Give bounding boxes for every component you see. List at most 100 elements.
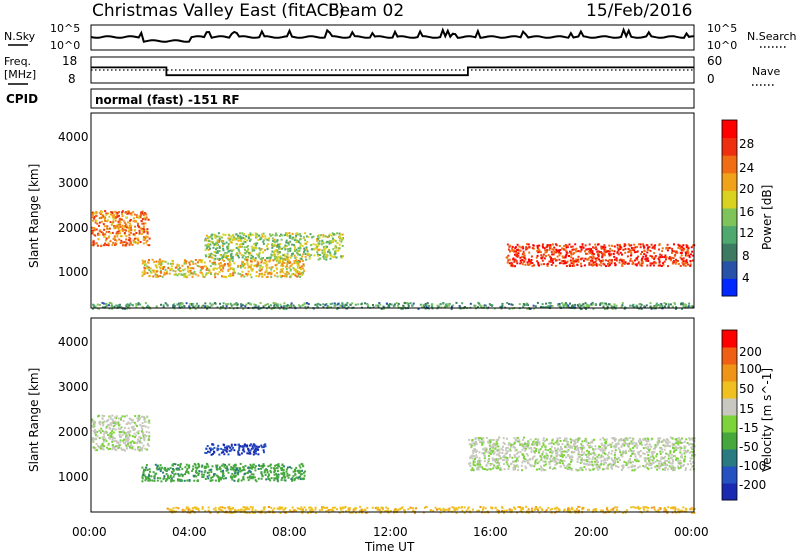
data-cell	[225, 450, 228, 452]
data-cell	[544, 460, 547, 463]
data-cell	[597, 468, 600, 471]
data-cell	[123, 241, 126, 244]
data-cell	[237, 272, 240, 275]
data-cell	[233, 469, 236, 472]
data-cell	[209, 254, 212, 257]
data-cell	[536, 254, 539, 257]
data-cell	[595, 466, 598, 469]
data-cell	[301, 255, 304, 258]
data-cell	[318, 236, 321, 239]
data-cell	[495, 453, 498, 456]
data-cell	[549, 460, 552, 463]
data-cell	[299, 253, 302, 256]
data-cell	[334, 252, 337, 255]
data-cell	[683, 446, 686, 449]
data-cell	[690, 437, 693, 440]
data-cell	[558, 258, 561, 261]
data-cell	[604, 441, 607, 444]
data-cell	[148, 237, 151, 240]
data-cell	[475, 450, 478, 453]
data-cell	[613, 305, 616, 308]
data-cell	[262, 449, 265, 452]
data-cell	[603, 302, 606, 305]
feature-early-band	[91, 414, 151, 452]
data-cell	[570, 455, 572, 458]
data-cell	[474, 460, 476, 463]
data-cell	[211, 262, 214, 265]
data-cell	[548, 245, 551, 248]
data-cell	[98, 224, 100, 227]
data-cell	[274, 264, 277, 267]
data-cell	[120, 426, 123, 429]
data-cell	[656, 453, 659, 456]
data-cell	[176, 478, 179, 481]
feature-near-range-scatter	[91, 301, 695, 310]
data-cell	[637, 243, 640, 246]
data-cell	[310, 248, 313, 251]
data-cell	[110, 432, 113, 435]
data-cell	[645, 304, 648, 307]
data-cell	[201, 267, 204, 270]
data-cell	[482, 441, 485, 444]
data-cell	[551, 450, 553, 453]
data-cell	[273, 467, 275, 470]
data-cell	[619, 251, 622, 254]
data-cell	[98, 304, 101, 306]
data-cell	[475, 437, 478, 440]
data-cell	[683, 452, 686, 455]
data-cell	[273, 251, 276, 254]
data-cell	[421, 306, 424, 309]
data-cell	[558, 303, 561, 305]
data-cell	[185, 260, 188, 263]
data-cell	[223, 242, 226, 245]
data-cell	[675, 458, 678, 461]
data-cell	[532, 244, 535, 247]
data-cell	[522, 454, 525, 457]
data-cell	[227, 265, 230, 268]
data-cell	[121, 241, 124, 244]
data-cell	[288, 259, 291, 262]
data-cell	[93, 217, 96, 220]
data-cell	[109, 240, 112, 243]
data-cell	[582, 305, 585, 308]
data-cell	[652, 462, 655, 464]
data-cell	[489, 453, 492, 455]
data-cell	[682, 303, 685, 306]
data-cell	[242, 236, 245, 239]
data-cell	[535, 450, 537, 452]
data-cell	[559, 449, 561, 452]
data-cell	[647, 468, 650, 471]
data-cell	[551, 248, 554, 251]
data-cell	[280, 268, 283, 271]
data-cell	[138, 233, 141, 236]
data-cell	[299, 276, 302, 278]
data-cell	[674, 466, 677, 469]
data-cell	[644, 464, 647, 467]
data-cell	[671, 262, 674, 265]
colorbar-swatch	[722, 208, 737, 227]
data-cell	[631, 263, 634, 265]
data-cell	[559, 440, 562, 442]
data-cell	[540, 458, 543, 461]
data-cell	[633, 469, 636, 472]
data-cell	[522, 439, 525, 441]
data-cell	[666, 249, 669, 252]
data-cell	[219, 261, 222, 264]
data-cell	[664, 468, 666, 471]
data-cell	[144, 447, 147, 450]
data-cell	[105, 213, 108, 216]
data-cell	[685, 304, 687, 307]
data-cell	[244, 305, 247, 308]
data-cell	[640, 264, 643, 267]
data-cell	[655, 464, 658, 467]
data-cell	[180, 269, 183, 272]
data-cell	[570, 468, 573, 471]
data-cell	[129, 430, 132, 433]
data-cell	[109, 435, 112, 438]
data-cell	[549, 255, 552, 258]
data-cell	[281, 477, 284, 479]
data-cell	[623, 444, 626, 447]
data-cell	[603, 263, 606, 266]
data-cell	[649, 254, 652, 257]
data-cell	[294, 274, 297, 277]
